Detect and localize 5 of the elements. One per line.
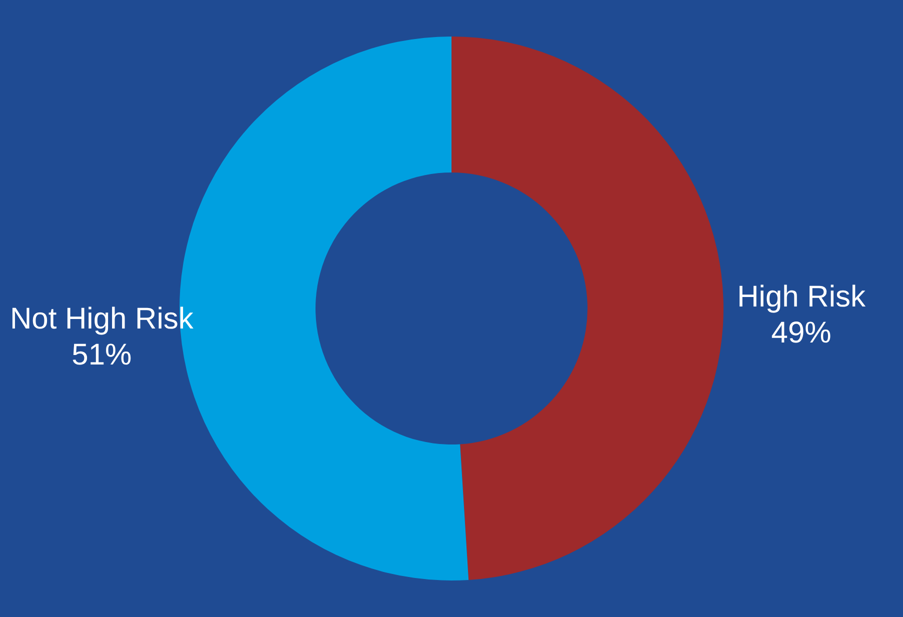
data-label: 51% xyxy=(72,338,132,372)
slice-label: High Risk xyxy=(737,280,867,314)
slice-label: Not High Risk xyxy=(10,302,194,336)
donut-slice xyxy=(452,36,724,580)
data-label: 49% xyxy=(771,316,832,350)
